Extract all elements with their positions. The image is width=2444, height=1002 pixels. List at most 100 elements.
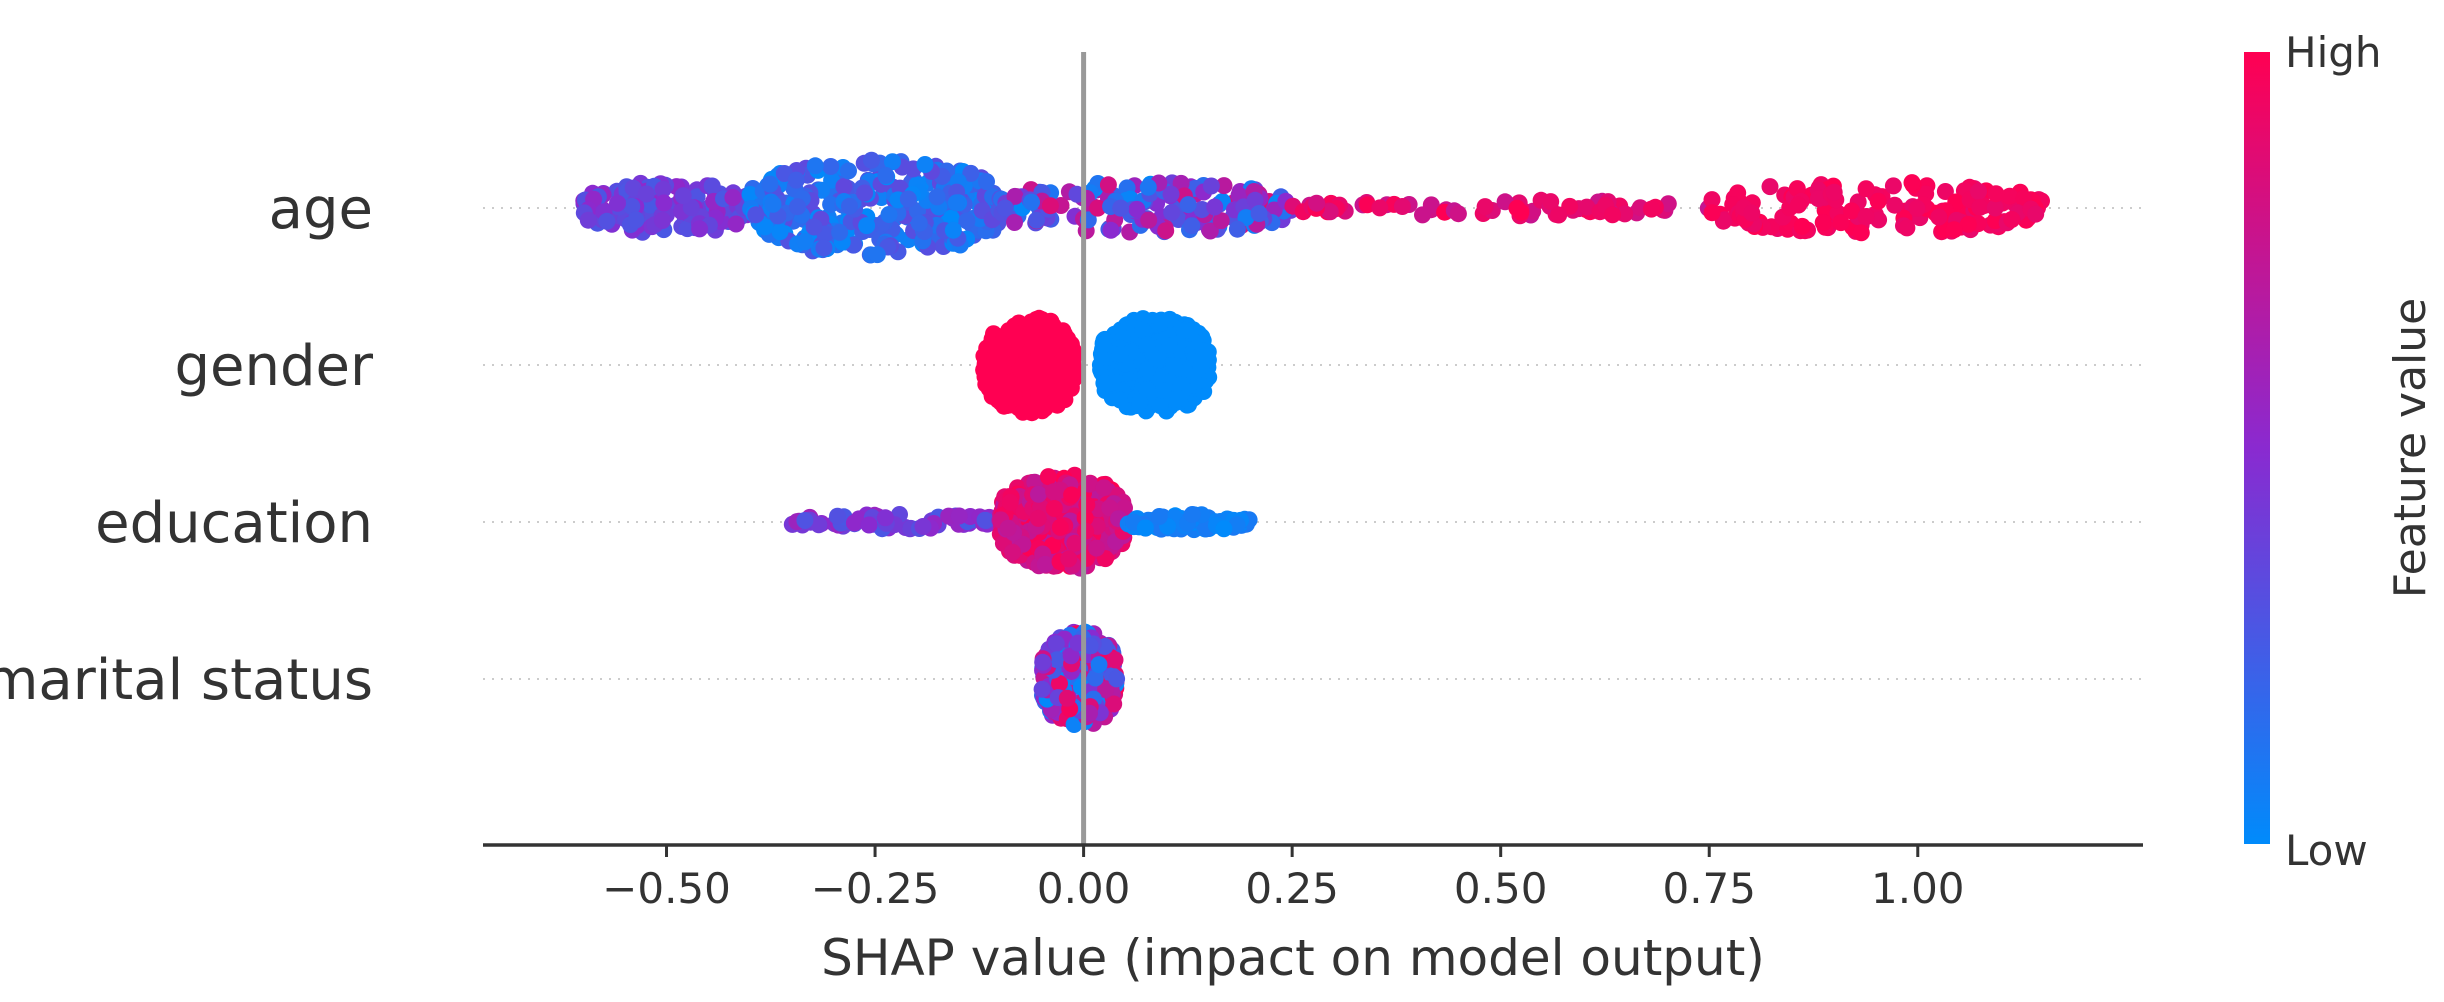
shap-point bbox=[1006, 187, 1024, 205]
shap-point bbox=[877, 167, 895, 184]
feature-label-marital-status: marital status bbox=[0, 648, 373, 713]
shap-point bbox=[840, 162, 857, 180]
shap-point bbox=[1936, 183, 1954, 200]
shap-point bbox=[868, 246, 886, 264]
shap-point bbox=[1246, 191, 1264, 209]
feature-labels: age gender education marital status bbox=[0, 177, 374, 713]
shap-point bbox=[1550, 206, 1568, 224]
shap-point bbox=[1215, 520, 1233, 538]
shap-point bbox=[944, 221, 962, 239]
shap-point bbox=[994, 358, 1012, 376]
shap-point bbox=[1898, 219, 1916, 237]
shap-point bbox=[978, 173, 995, 191]
shap-point bbox=[1163, 204, 1181, 221]
shap-point bbox=[1170, 390, 1188, 408]
shap-point bbox=[1215, 177, 1233, 195]
shap-point bbox=[1108, 670, 1126, 688]
shap-point bbox=[1642, 200, 1660, 218]
shap-point bbox=[1809, 190, 1827, 208]
shap-point bbox=[928, 188, 946, 206]
shap-point bbox=[1154, 382, 1172, 399]
shap-point bbox=[1111, 345, 1129, 363]
shap-point bbox=[1202, 177, 1220, 195]
shap-point bbox=[1039, 468, 1057, 486]
shap-point bbox=[1047, 635, 1065, 653]
shap-point bbox=[724, 189, 742, 206]
shap-point bbox=[1761, 178, 1779, 196]
shap-point bbox=[1056, 325, 1073, 343]
shap-point bbox=[1959, 215, 1977, 233]
shap-point bbox=[789, 198, 806, 216]
shap-point bbox=[1138, 381, 1156, 398]
shap-point bbox=[806, 157, 824, 175]
shap-point bbox=[1063, 486, 1081, 504]
shap-point bbox=[756, 218, 774, 236]
x-tick-label: −0.50 bbox=[602, 864, 731, 913]
shap-point bbox=[810, 516, 828, 534]
shap-point bbox=[1042, 337, 1060, 355]
shap-point bbox=[1140, 211, 1158, 229]
x-axis-title: SHAP value (impact on model output) bbox=[821, 929, 1765, 987]
shap-point bbox=[962, 164, 980, 182]
shap-point bbox=[979, 358, 997, 376]
shap-point bbox=[880, 206, 898, 223]
shap-point bbox=[1006, 214, 1023, 231]
shap-point bbox=[1151, 397, 1169, 415]
shap-point bbox=[1095, 479, 1113, 497]
shap-point bbox=[863, 151, 880, 169]
shap-point bbox=[1036, 555, 1054, 573]
shap-point bbox=[747, 206, 765, 224]
shap-point bbox=[1814, 214, 1832, 231]
shap-point bbox=[1161, 337, 1178, 355]
shap-point bbox=[796, 512, 814, 529]
shap-point bbox=[1034, 653, 1052, 671]
shap-point bbox=[1616, 205, 1634, 223]
shap-point bbox=[1193, 201, 1211, 218]
feature-gridlines bbox=[483, 207, 2143, 680]
shap-point bbox=[727, 215, 745, 233]
shap-point bbox=[1032, 312, 1050, 330]
shap-point bbox=[1134, 321, 1152, 339]
shap-point bbox=[579, 211, 597, 229]
shap-point bbox=[1065, 716, 1083, 733]
shap-point bbox=[1183, 217, 1201, 235]
shap-point bbox=[1078, 496, 1096, 514]
shap-point bbox=[1852, 224, 1870, 242]
shap-point bbox=[1029, 509, 1047, 527]
shap-point bbox=[1023, 193, 1040, 211]
shap-point bbox=[845, 514, 863, 532]
shap-point bbox=[1884, 177, 1902, 195]
shap-point bbox=[1790, 196, 1807, 214]
shap-point bbox=[1250, 205, 1268, 222]
shap-point bbox=[856, 184, 874, 202]
shap-point bbox=[1578, 198, 1596, 216]
shap-point bbox=[1023, 404, 1041, 422]
feature-label-gender: gender bbox=[174, 334, 373, 399]
shap-point bbox=[1321, 203, 1339, 221]
shap-point bbox=[1136, 519, 1154, 537]
shap-point bbox=[2003, 211, 2021, 228]
colorbar-title: Feature value bbox=[2385, 298, 2436, 598]
shap-point bbox=[1903, 174, 1921, 192]
shap-point bbox=[1128, 200, 1146, 218]
shap-point bbox=[1165, 357, 1183, 374]
shap-point bbox=[741, 186, 759, 203]
shap-point bbox=[1228, 220, 1246, 238]
shap-point bbox=[1112, 199, 1130, 217]
shap-point bbox=[1371, 199, 1389, 217]
x-axis-ticks: −0.50 −0.25 0.00 0.25 0.50 0.75 1.00 bbox=[602, 845, 1965, 913]
x-tick-label: −0.25 bbox=[811, 864, 940, 913]
shap-point bbox=[815, 239, 833, 257]
shap-point bbox=[910, 214, 928, 232]
shap-point bbox=[1703, 191, 1721, 209]
shap-point bbox=[1003, 321, 1021, 339]
shap-point bbox=[1045, 500, 1063, 517]
shap-point bbox=[1004, 543, 1021, 561]
shap-point bbox=[841, 197, 858, 215]
shap-point bbox=[703, 177, 721, 195]
shap-point bbox=[1049, 382, 1067, 400]
shap-point bbox=[1105, 695, 1123, 713]
shap-point bbox=[1157, 222, 1175, 240]
series-gender bbox=[975, 309, 1218, 422]
shap-point bbox=[947, 194, 965, 212]
